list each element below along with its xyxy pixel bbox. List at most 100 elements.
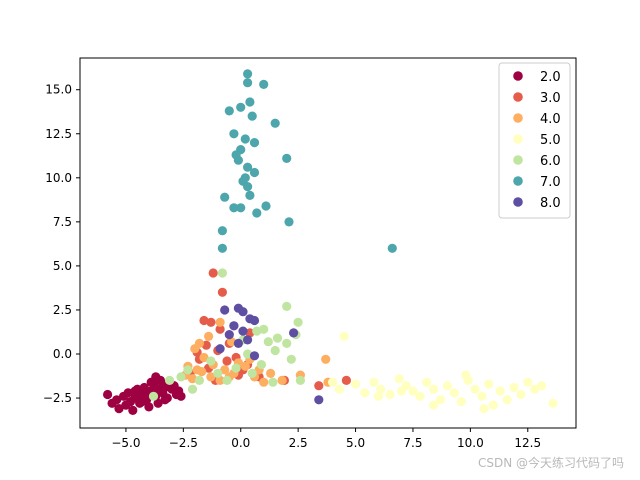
point-0-36 xyxy=(151,372,161,382)
point-0-34 xyxy=(160,395,170,405)
y-axis: −2.5 0.0 2.5 5.0 7.5 10.0 12.5 15.0 xyxy=(43,83,80,405)
legend-marker-6 xyxy=(513,197,523,207)
point-3-17 xyxy=(456,397,466,407)
point-3-24 xyxy=(502,395,512,405)
point-5-7 xyxy=(270,118,280,128)
point-4-18 xyxy=(148,391,159,401)
point-5-29 xyxy=(240,173,250,183)
point-3-30 xyxy=(548,398,558,408)
point-2-0 xyxy=(215,317,225,327)
point-3-22 xyxy=(488,400,498,410)
point-6-5 xyxy=(229,321,239,331)
point-5-0 xyxy=(243,69,253,79)
point-4-26 xyxy=(263,337,273,347)
legend-marker-2 xyxy=(513,113,523,123)
point-3-35 xyxy=(461,370,471,380)
point-1-0 xyxy=(208,268,218,278)
plot-frame xyxy=(79,57,577,429)
point-1-18 xyxy=(314,381,324,391)
point-3-4 xyxy=(360,388,370,398)
point-4-14 xyxy=(194,375,204,385)
x-axis: −5.0 −2.5 0.0 2.5 5.0 7.5 10.0 12.5 xyxy=(111,428,541,450)
point-4-7 xyxy=(282,338,292,348)
point-2-26 xyxy=(192,365,202,375)
y-tick-label: 10.0 xyxy=(45,171,72,185)
point-3-19 xyxy=(470,384,480,394)
point-3-27 xyxy=(523,377,533,387)
x-tick-label: 12.5 xyxy=(514,436,541,450)
point-3-28 xyxy=(530,384,540,394)
point-5-9 xyxy=(240,134,250,144)
point-4-0 xyxy=(217,268,227,278)
x-tick-label: 0.0 xyxy=(231,436,250,450)
point-5-12 xyxy=(243,162,253,172)
point-5-26 xyxy=(387,243,397,253)
point-3-5 xyxy=(369,377,379,387)
point-2-23 xyxy=(321,354,331,364)
point-2-12 xyxy=(187,374,198,384)
x-tick-label: −5.0 xyxy=(111,436,140,450)
legend-label-0: 2.0 xyxy=(540,70,561,85)
point-5-8 xyxy=(229,129,239,139)
point-5-13 xyxy=(249,167,260,178)
point-3-7 xyxy=(385,389,395,400)
legend-label-2: 4.0 xyxy=(540,112,561,127)
point-0-30 xyxy=(130,386,140,396)
legend-label-4: 6.0 xyxy=(540,154,561,169)
point-6-12 xyxy=(249,351,260,361)
legend-label-1: 3.0 xyxy=(540,91,561,106)
point-6-10 xyxy=(289,328,299,338)
point-6-2 xyxy=(220,305,230,315)
x-tick-label: −2.5 xyxy=(169,436,198,450)
legend-marker-4 xyxy=(513,155,523,165)
point-3-3 xyxy=(351,379,361,389)
point-2-1 xyxy=(204,331,214,341)
point-4-8 xyxy=(286,354,296,364)
point-2-14 xyxy=(206,372,216,382)
point-5-21 xyxy=(252,208,262,218)
x-tick-label: 5.0 xyxy=(346,436,365,450)
point-1-4 xyxy=(215,324,225,334)
point-2-20 xyxy=(266,368,276,378)
point-2-3 xyxy=(190,344,200,354)
point-3-8 xyxy=(394,374,404,384)
x-tick-label: 10.0 xyxy=(457,436,484,450)
point-4-11 xyxy=(243,349,253,359)
points-layer xyxy=(103,69,558,415)
point-1-7 xyxy=(201,340,211,350)
point-6-6 xyxy=(238,326,248,336)
point-3-26 xyxy=(516,389,526,400)
x-tick-label: 7.5 xyxy=(403,436,422,450)
point-3-31 xyxy=(479,404,489,414)
point-0-3 xyxy=(114,404,124,414)
y-tick-label: 2.5 xyxy=(53,303,72,317)
point-5-1 xyxy=(243,78,253,88)
point-3-32 xyxy=(429,400,439,410)
point-2-10 xyxy=(259,377,269,387)
point-4-12 xyxy=(231,363,241,373)
point-4-20 xyxy=(222,375,232,385)
point-5-19 xyxy=(229,203,239,213)
point-1-3 xyxy=(206,317,216,327)
y-tick-label: 15.0 xyxy=(45,83,72,97)
point-3-0 xyxy=(339,331,349,341)
point-4-1 xyxy=(282,301,292,311)
point-3-2 xyxy=(334,384,345,394)
point-5-5 xyxy=(236,102,246,112)
point-2-15 xyxy=(215,375,225,385)
point-3-10 xyxy=(408,386,418,396)
point-5-3 xyxy=(245,97,255,107)
point-4-24 xyxy=(206,356,216,366)
legend-label-6: 8.0 xyxy=(540,196,561,211)
point-3-23 xyxy=(495,386,505,396)
legend-marker-3 xyxy=(513,134,523,144)
point-3-25 xyxy=(509,382,519,393)
point-3-15 xyxy=(442,381,452,391)
point-4-5 xyxy=(272,333,283,343)
point-5-2 xyxy=(259,79,269,89)
point-0-13 xyxy=(139,382,149,393)
point-3-1 xyxy=(328,377,338,387)
point-2-21 xyxy=(277,375,287,385)
point-3-11 xyxy=(415,391,425,401)
